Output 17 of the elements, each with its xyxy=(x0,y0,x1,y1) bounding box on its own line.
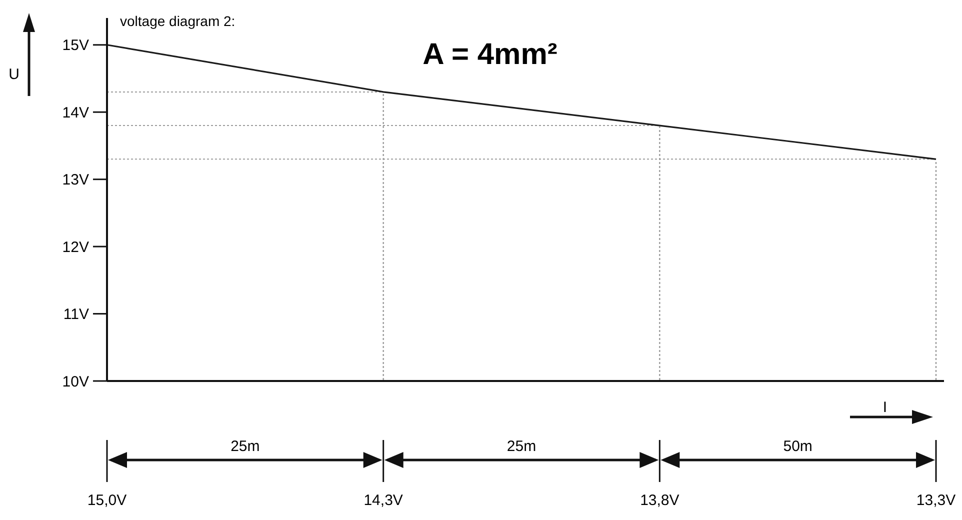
x-tick-label: 15,0V xyxy=(87,492,127,509)
y-tick-label: 13V xyxy=(62,172,89,189)
x-tick-label: 13,8V xyxy=(640,492,680,509)
text: 25m xyxy=(230,438,260,455)
text: 50m xyxy=(783,438,812,455)
y-tick-label: 15V xyxy=(62,37,89,54)
x-tick-label: 14,3V xyxy=(364,492,403,509)
text: A = 4mm² xyxy=(422,38,558,71)
x-tick-label: 13,3V xyxy=(916,492,956,509)
chart-title: voltage diagram 2: xyxy=(120,13,236,29)
y-tick-label: 14V xyxy=(62,104,89,122)
x-axis-title: I xyxy=(882,399,888,416)
y-axis-title: U xyxy=(8,66,20,83)
text: 25m xyxy=(506,438,536,455)
y-tick-label: 11V xyxy=(63,306,89,324)
y-tick-label: 10V xyxy=(62,373,89,390)
y-tick-label: 12V xyxy=(62,238,89,256)
